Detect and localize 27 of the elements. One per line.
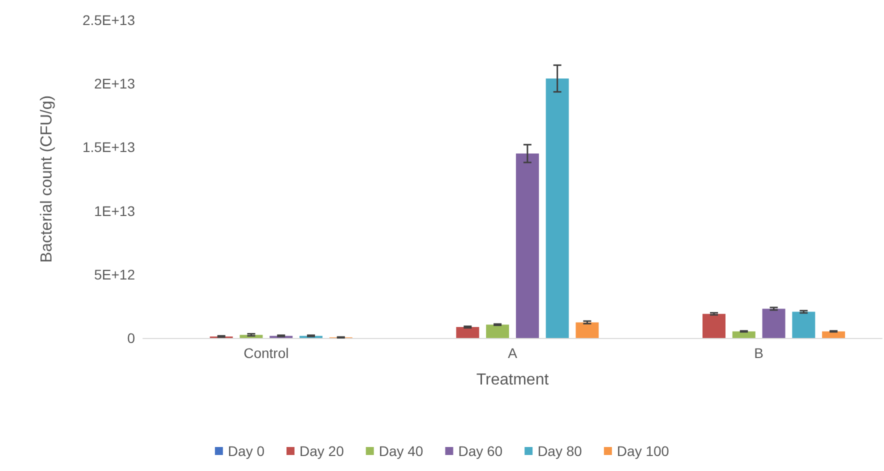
y-axis-title: Bacterial count (CFU/g)	[38, 95, 56, 263]
bar	[576, 322, 599, 338]
bar	[822, 331, 846, 338]
legend-label: Day 40	[378, 443, 424, 459]
x-tick-label: B	[754, 345, 764, 361]
x-tick-label: A	[508, 345, 518, 361]
bar	[456, 327, 480, 338]
y-tick-label: 1E+13	[94, 202, 136, 219]
bar	[762, 308, 786, 338]
legend-label: Day 80	[538, 443, 582, 459]
y-tick-label: 2E+13	[94, 76, 136, 92]
bar	[702, 314, 726, 338]
legend-label: Day 0	[228, 443, 265, 459]
y-tick-label: 1.5E+13	[82, 139, 136, 156]
x-axis-title: Treatment	[476, 372, 550, 388]
y-tick-label: 0	[127, 330, 136, 346]
x-tick-label: Control	[244, 345, 289, 361]
bar	[546, 78, 569, 338]
bar	[516, 154, 539, 338]
bar	[732, 331, 756, 338]
legend-label: Day 100	[616, 443, 670, 459]
legend-label: Day 60	[458, 443, 503, 459]
y-tick-label: 2.5E+13	[82, 12, 136, 28]
bar	[792, 312, 816, 338]
y-tick-label: 5E+12	[94, 266, 136, 282]
legend-label: Day 20	[299, 443, 344, 459]
bar	[486, 324, 510, 338]
